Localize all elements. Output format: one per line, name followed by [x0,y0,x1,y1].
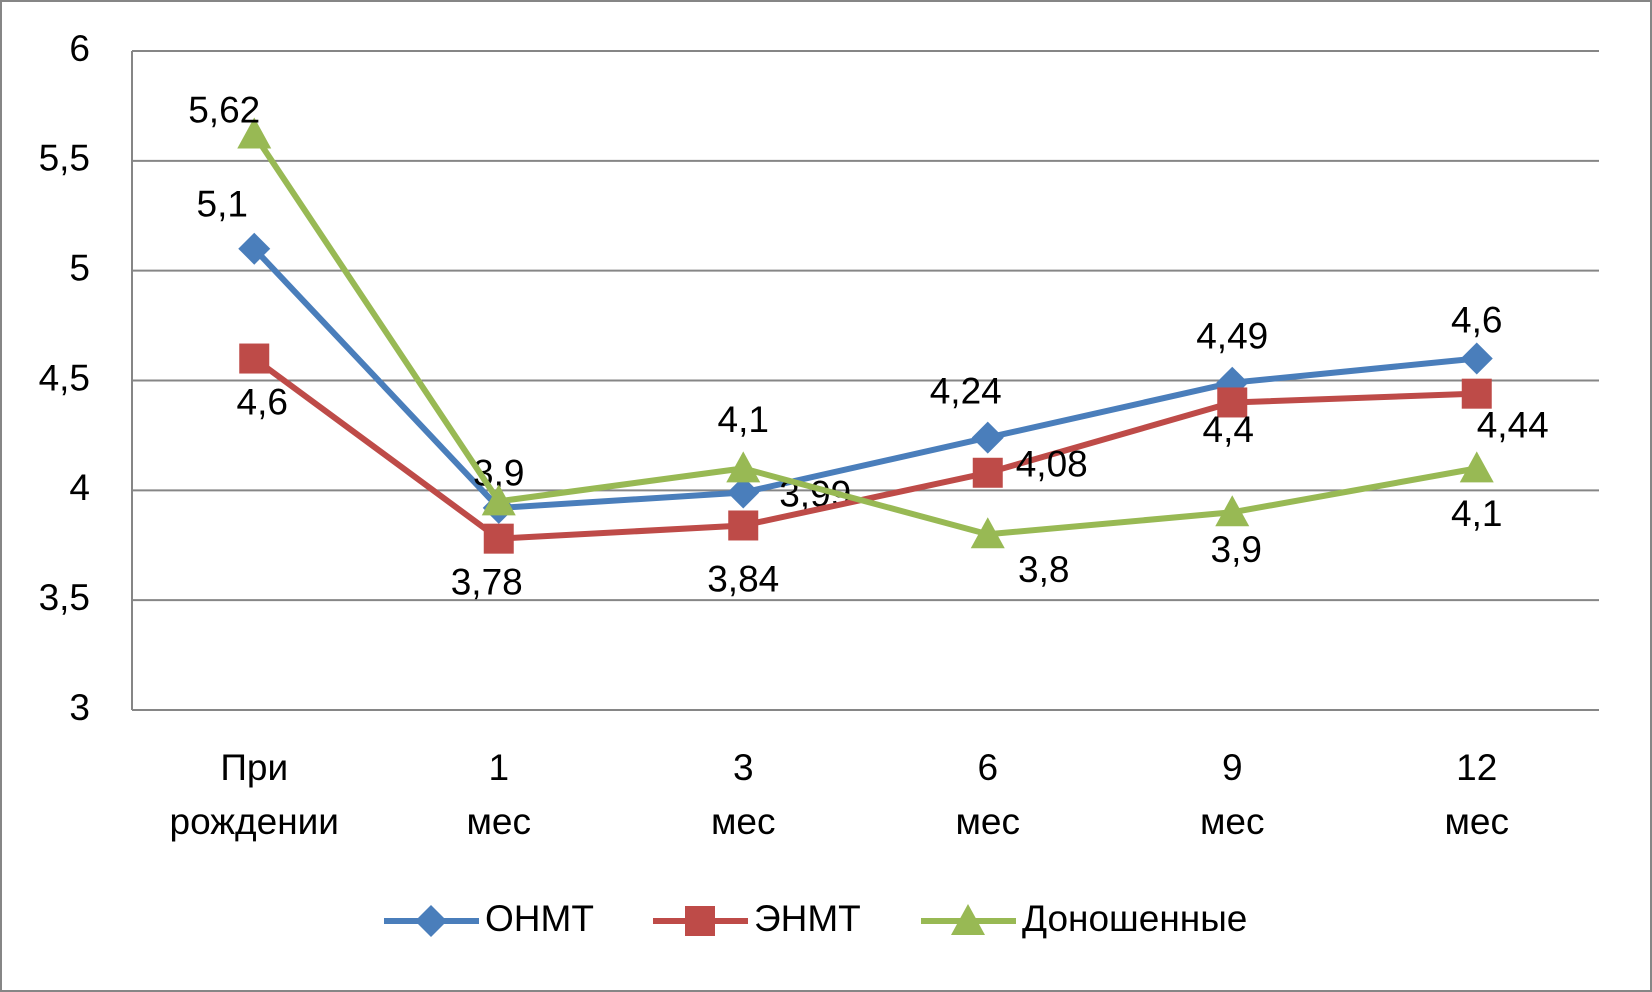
data-point [970,517,1005,549]
data-label: 3,8 [1018,549,1069,590]
y-tick-label: 5,5 [39,138,90,179]
x-tick-label: 1 мес [466,747,531,842]
series-line [251,132,1478,538]
data-point [483,523,514,554]
data-point [1461,378,1492,409]
data-label: 4,08 [1016,444,1088,485]
data-point [727,476,760,509]
data-label: 3,84 [707,558,779,599]
legend-marker [951,904,985,935]
data-point [1459,451,1494,483]
data-label: 4,4 [1203,409,1254,450]
legend-label: ОНМТ [485,898,594,939]
data-point [1215,495,1250,527]
legend-marker [415,905,447,937]
data-point [481,484,516,516]
data-label: 4,1 [718,399,769,440]
legend-marker [685,906,715,936]
data-label: 4,1 [1451,493,1502,534]
series-line [252,246,1478,511]
data-point [1217,387,1248,418]
data-point [726,451,761,483]
y-tick-label: 6 [69,28,90,69]
y-tick-label: 5 [69,247,90,288]
data-point [1460,342,1493,375]
data-label: 4,6 [1451,299,1502,340]
x-tick-label: 12 мес [1444,747,1509,842]
legend-label: ЭНМТ [754,898,861,939]
y-tick-label: 4 [69,467,90,508]
data-point [972,457,1003,488]
x-tick-label: 3 мес [711,747,776,842]
x-tick-label: 9 мес [1200,747,1265,842]
data-label: 5,62 [188,89,260,130]
x-tick-label: 6 мес [955,747,1020,842]
y-tick-label: 3 [69,687,90,728]
data-point [238,232,271,265]
legend-label: Доношенные [1022,898,1247,939]
x-tick-label: При рождении [170,747,339,842]
data-point [237,117,272,149]
data-label: 3,78 [451,561,523,602]
y-tick-label: 3,5 [39,577,90,618]
data-point [728,510,759,541]
data-label: 4,24 [930,370,1002,411]
data-label: 3,9 [1211,529,1262,570]
data-point [239,343,270,374]
data-label: 4,49 [1196,315,1268,356]
data-label: 4,6 [237,381,288,422]
data-label: 4,44 [1477,404,1549,445]
data-point [971,421,1004,454]
y-tick-label: 4,5 [39,357,90,398]
data-label: 5,1 [197,183,248,224]
